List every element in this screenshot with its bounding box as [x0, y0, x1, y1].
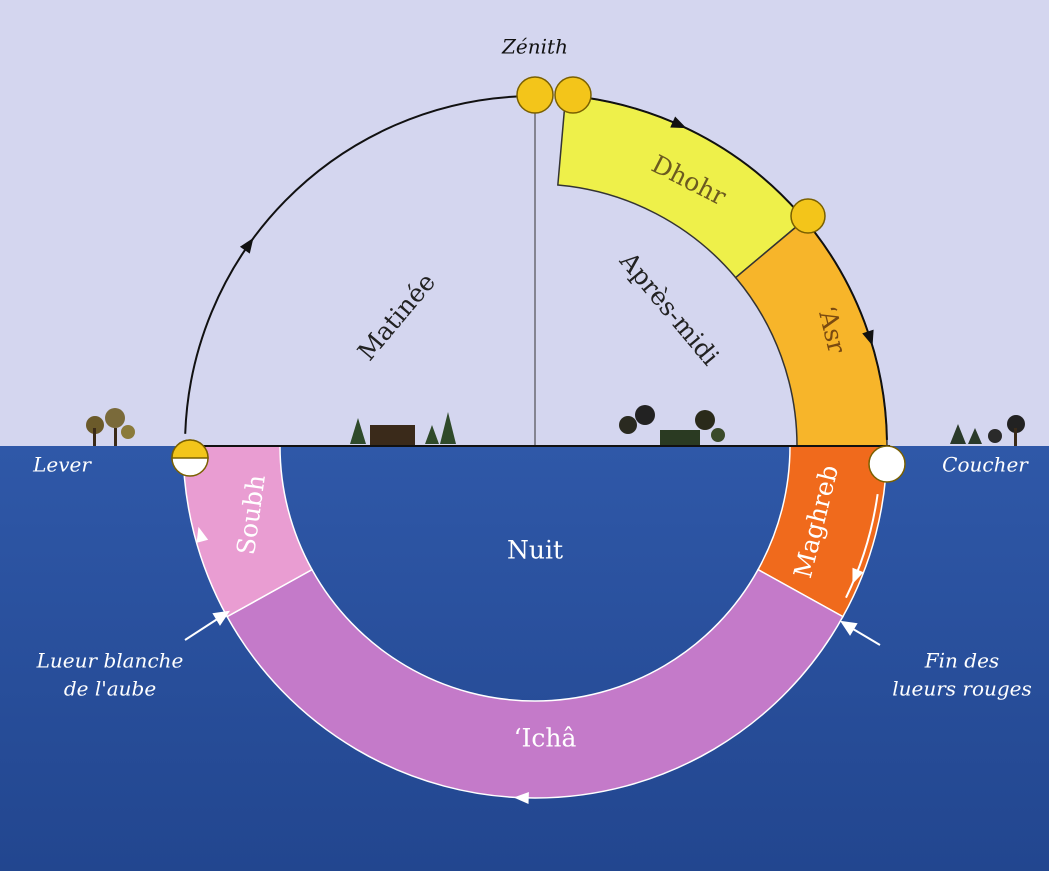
dusk-note: lueurs rouges — [892, 677, 1032, 701]
zenith-label: Zénith — [501, 35, 568, 59]
sunrise-label: Lever — [32, 453, 92, 477]
dusk-note: Fin des — [924, 649, 999, 673]
dawn-note: de l'aube — [64, 677, 156, 701]
diagram: Zénith Matinée Après-midi Dhohr ‘Asr Lev… — [0, 0, 1049, 871]
icha-label: ‘Ichâ — [514, 724, 577, 753]
sunset-label: Coucher — [942, 453, 1029, 477]
dawn-note: Lueur blanche — [36, 649, 184, 673]
sky — [0, 0, 1049, 446]
night-label: Nuit — [507, 536, 563, 565]
